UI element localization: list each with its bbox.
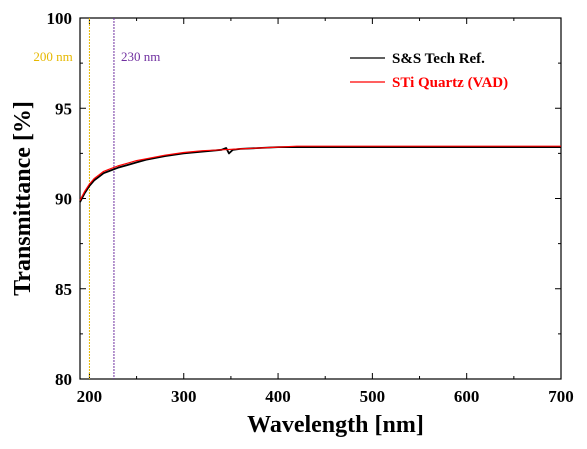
legend-label: S&S Tech Ref.	[392, 51, 485, 67]
x-tick-label: 400	[265, 387, 291, 406]
annotation-label: 200 nm	[33, 49, 72, 64]
x-tick-label: 500	[360, 387, 386, 406]
legend-label: STi Quartz (VAD)	[392, 75, 508, 91]
y-tick-label: 100	[47, 9, 73, 28]
y-tick-label: 80	[55, 370, 72, 389]
annotation-label: 230 nm	[121, 49, 160, 64]
x-tick-label: 300	[171, 387, 197, 406]
x-tick-label: 200	[77, 387, 103, 406]
x-tick-label: 700	[548, 387, 574, 406]
plot-frame	[79, 17, 562, 380]
y-tick-label: 90	[55, 190, 72, 209]
plot-area: 80 85 90 95 100 200 300 400 500 600 700 200 nm 230 n…	[33, 9, 573, 406]
series-line	[79, 146, 561, 203]
y-tick-label: 85	[55, 280, 72, 299]
series-line	[79, 145, 561, 201]
y-axis-title: Transmittance [%]	[10, 101, 36, 296]
y-tick-label: 95	[55, 99, 72, 118]
x-tick-label: 600	[454, 387, 480, 406]
x-axis-title: Wavelength [nm]	[247, 412, 424, 438]
